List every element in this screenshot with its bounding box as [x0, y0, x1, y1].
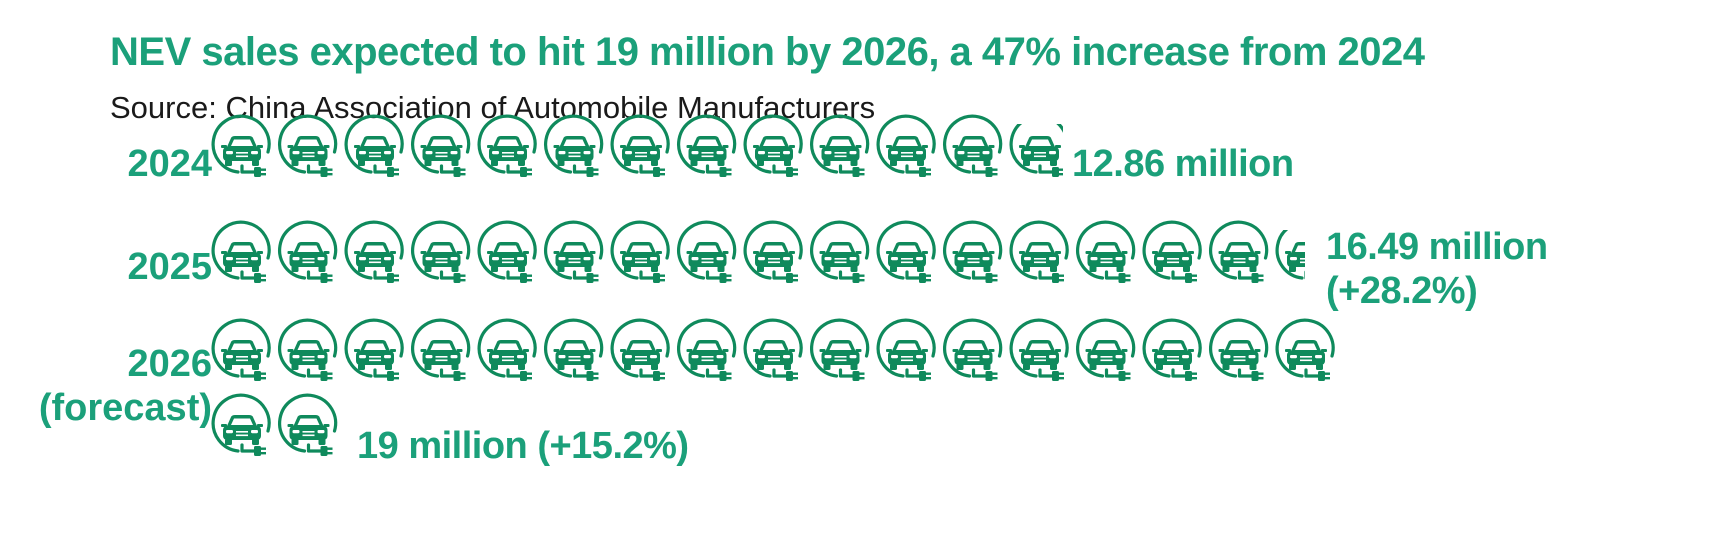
car-icon-2025-7 — [610, 220, 670, 285]
car-icon-2026-13 — [1009, 318, 1069, 383]
car-icon-2024-2 — [278, 114, 338, 179]
value-label-2025-line1: 16.49 million — [1326, 226, 1548, 268]
car-icon-2026-9 — [743, 318, 803, 383]
car-icon-2024-13-partial — [1009, 124, 1063, 179]
car-icon-2026-18 — [211, 393, 271, 458]
car-icon-2025-1 — [211, 220, 271, 285]
car-icon-2025-9 — [743, 220, 803, 285]
car-icon-2024-1 — [211, 114, 271, 179]
car-icon-2025-17-partial — [1275, 230, 1305, 285]
car-icon-2024-11 — [876, 114, 936, 179]
car-icon-2024-8 — [677, 114, 737, 179]
value-label-2025: 16.49 million (+28.2%) — [1326, 225, 1548, 313]
car-icon-2025-12 — [943, 220, 1003, 285]
car-icon-2026-2 — [278, 318, 338, 383]
car-icon-2026-16 — [1209, 318, 1269, 383]
car-icon-2026-11 — [876, 318, 936, 383]
car-icon-2026-8 — [677, 318, 737, 383]
car-icon-2025-5 — [477, 220, 537, 285]
car-icon-2025-10 — [810, 220, 870, 285]
value-label-2025-line2: (+28.2%) — [1326, 270, 1478, 312]
car-icon-2024-9 — [743, 114, 803, 179]
car-icon-2026-6 — [544, 318, 604, 383]
year-label-2026-year: 2026 — [127, 343, 212, 385]
chart-title: NEV sales expected to hit 19 million by … — [110, 30, 1425, 74]
car-icon-2026-4 — [411, 318, 471, 383]
car-icon-2026-19 — [278, 393, 338, 458]
car-icon-2024-7 — [610, 114, 670, 179]
car-icon-2024-12 — [943, 114, 1003, 179]
car-icon-2024-5 — [477, 114, 537, 179]
car-icon-2024-6 — [544, 114, 604, 179]
car-icon-2024-3 — [344, 114, 404, 179]
car-icon-2026-15 — [1142, 318, 1202, 383]
car-icon-2025-6 — [544, 220, 604, 285]
year-label-2026: 2026 (forecast) — [39, 342, 212, 430]
icon-layer — [211, 114, 1335, 458]
value-label-2024: 12.86 million — [1072, 143, 1294, 185]
car-icon-2024-4 — [411, 114, 471, 179]
car-icon-2026-14 — [1076, 318, 1136, 383]
year-label-2026-note: (forecast) — [38, 387, 212, 429]
car-icon-2025-3 — [344, 220, 404, 285]
car-icon-2025-14 — [1076, 220, 1136, 285]
car-icon-2024-10 — [810, 114, 870, 179]
car-icon-2025-2 — [278, 220, 338, 285]
car-icon-2025-13 — [1009, 220, 1069, 285]
car-icon-2025-11 — [876, 220, 936, 285]
car-icon-2026-17 — [1275, 318, 1335, 383]
car-icon-2026-3 — [344, 318, 404, 383]
car-icon-2025-15 — [1142, 220, 1202, 285]
value-label-2026: 19 million (+15.2%) — [357, 425, 689, 467]
car-icon-2026-12 — [943, 318, 1003, 383]
year-label-2025: 2025 — [127, 246, 212, 288]
car-icon-2025-4 — [411, 220, 471, 285]
car-icon-2025-8 — [677, 220, 737, 285]
car-icon-2026-1 — [211, 318, 271, 383]
car-icon-2025-16 — [1209, 220, 1269, 285]
year-label-2024: 2024 — [127, 143, 212, 185]
car-icon-2026-7 — [610, 318, 670, 383]
car-icon-2026-10 — [810, 318, 870, 383]
car-icon-2026-5 — [477, 318, 537, 383]
